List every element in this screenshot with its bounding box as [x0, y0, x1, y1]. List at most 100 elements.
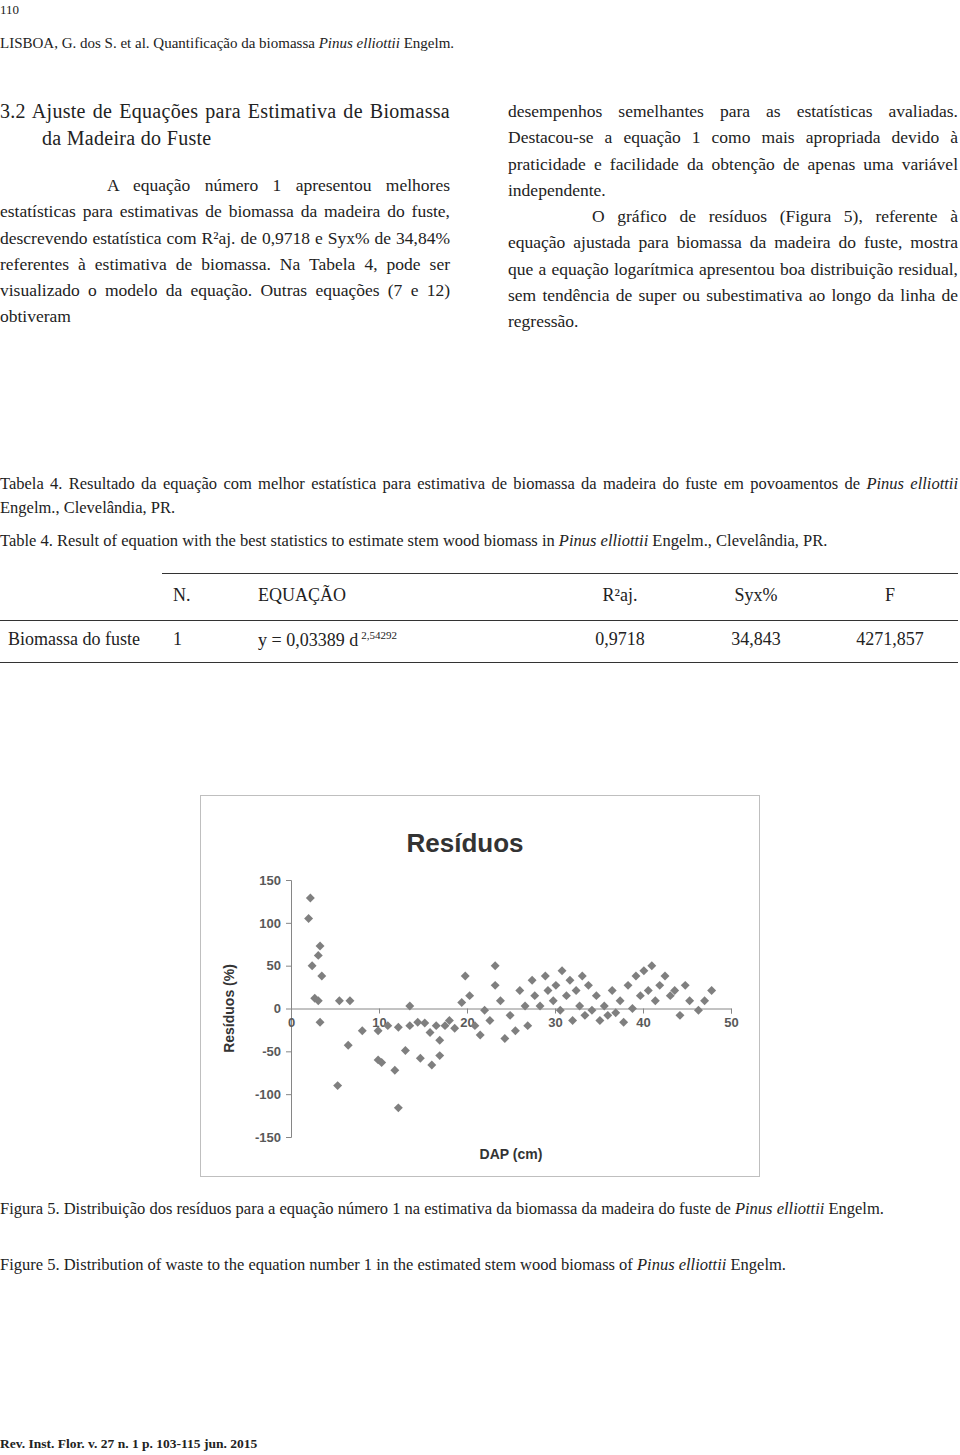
residual-point	[394, 1103, 403, 1112]
x-tick-mark	[291, 1009, 292, 1014]
residual-point	[541, 971, 550, 980]
residual-point	[580, 1011, 589, 1020]
residual-point	[333, 1081, 342, 1090]
residual-point	[496, 996, 505, 1005]
footer: Rev. Inst. Flor. v. 27 n. 1 p. 103-115 j…	[0, 1436, 257, 1452]
residual-point	[306, 894, 315, 903]
residual-point	[584, 981, 593, 990]
y-tick: 150	[259, 873, 291, 888]
y-tick-label: 150	[259, 873, 281, 888]
residual-point	[511, 1026, 520, 1035]
text-segment: Figure 5. Distribution of waste to the e…	[0, 1255, 637, 1274]
y-tick-label: 100	[259, 915, 281, 930]
residual-point	[314, 951, 323, 960]
residual-point	[435, 1051, 444, 1060]
residual-point	[445, 1016, 454, 1025]
text-segment: Table 4. Result of equation with the bes…	[0, 531, 559, 550]
y-tick-mark	[286, 1009, 291, 1010]
residual-point	[345, 996, 354, 1005]
text-segment: Pinus elliottii	[866, 474, 958, 493]
y-axis: -150 -100 -50 0 50 100 150	[255, 873, 292, 1145]
figure-caption: Figura 5. Distribuição dos resíduos para…	[0, 1197, 958, 1221]
residual-point	[358, 1026, 367, 1035]
residual-point	[661, 971, 670, 980]
text-segment: Engelm.	[824, 1199, 884, 1218]
residual-point	[685, 996, 694, 1005]
residual-point	[521, 1001, 530, 1010]
text-segment: Pinus elliottii	[637, 1255, 726, 1274]
text-segment: Engelm.	[400, 35, 454, 51]
residual-point	[608, 986, 617, 995]
text-segment: Figura 5. Distribuição dos resíduos para…	[0, 1199, 735, 1218]
y-tick-mark	[286, 966, 291, 967]
residual-point	[461, 971, 470, 980]
residual-point	[405, 1001, 414, 1010]
y-tick: 50	[267, 958, 291, 973]
residual-point	[528, 976, 537, 985]
x-tick-label: 40	[636, 1015, 650, 1030]
residual-point	[611, 1008, 620, 1017]
residual-point	[500, 1034, 509, 1043]
x-tick-mark	[643, 1009, 644, 1014]
text-segment: Pinus elliottii	[319, 35, 400, 51]
residual-point	[377, 1058, 386, 1067]
points	[304, 894, 716, 1113]
residual-point	[558, 966, 567, 975]
paragraph: desempenhos semelhantes para as estatíst…	[508, 98, 958, 203]
residual-point	[631, 971, 640, 980]
residual-point	[556, 1006, 565, 1015]
y-tick: -100	[255, 1087, 291, 1102]
residual-point	[316, 1018, 325, 1027]
x-tick-mark	[379, 1009, 380, 1014]
paragraph: O gráfico de resíduos (Figura 5), refere…	[508, 203, 958, 334]
residual-point	[450, 1024, 459, 1033]
x-axis-title: DAP (cm)	[480, 1146, 543, 1162]
residual-point	[401, 1046, 410, 1055]
residual-point	[432, 1021, 441, 1030]
running-head: LISBOA, G. dos S. et al. Quantificação d…	[0, 35, 454, 52]
y-tick: 100	[259, 915, 291, 930]
text-segment: Pinus elliottii	[735, 1199, 824, 1218]
y-axis-line	[286, 881, 292, 1138]
residual-point	[575, 1001, 584, 1010]
y-axis-title: Resíduos (%)	[221, 964, 237, 1053]
residual-point	[491, 981, 500, 990]
residual-point	[435, 1036, 444, 1045]
residual-point	[624, 981, 633, 990]
y-tick: -150	[255, 1130, 291, 1145]
text-segment: Engelm., Clevelândia, PR.	[0, 498, 175, 517]
x-axis: 01020304050	[288, 1009, 739, 1030]
residual-point	[603, 1011, 612, 1020]
paragraph: A equação número 1 apresentou melhores e…	[0, 172, 450, 330]
residual-point	[413, 1018, 422, 1027]
residual-point	[390, 1066, 399, 1075]
table-header: EQUAÇÃO	[258, 585, 346, 606]
residual-point	[470, 1021, 479, 1030]
figure-caption: Figure 5. Distribution of waste to the e…	[0, 1253, 958, 1277]
residual-point	[416, 1054, 425, 1063]
residual-point	[647, 961, 656, 970]
page: 110LISBOA, G. dos S. et al. Quantificaçã…	[0, 0, 960, 1455]
table-header: F	[810, 585, 960, 606]
text-segment: Engelm., Clevelândia, PR.	[648, 531, 827, 550]
x-tick-mark	[467, 1009, 468, 1014]
residual-point	[681, 981, 690, 990]
residual-point	[394, 1023, 403, 1032]
table-row-label: Biomassa do fuste	[8, 629, 140, 650]
text-segment: LISBOA, G. dos S. et al. Quantificação d…	[0, 35, 319, 51]
residual-point	[317, 971, 326, 980]
table-caption: Table 4. Result of equation with the bes…	[0, 529, 958, 553]
equation-exponent: 2,54292	[361, 629, 397, 641]
x-tick: 0	[288, 1009, 295, 1030]
y-tick: -50	[262, 1044, 291, 1059]
residual-point	[426, 1028, 435, 1037]
residual-point	[457, 998, 466, 1007]
residual-point	[427, 1061, 436, 1070]
y-tick-label: -100	[255, 1087, 281, 1102]
residual-point	[670, 986, 679, 995]
residual-point	[616, 996, 625, 1005]
residual-point	[595, 1016, 604, 1025]
x-tick-mark	[555, 1009, 556, 1014]
residual-point	[316, 941, 325, 950]
residual-point	[644, 986, 653, 995]
